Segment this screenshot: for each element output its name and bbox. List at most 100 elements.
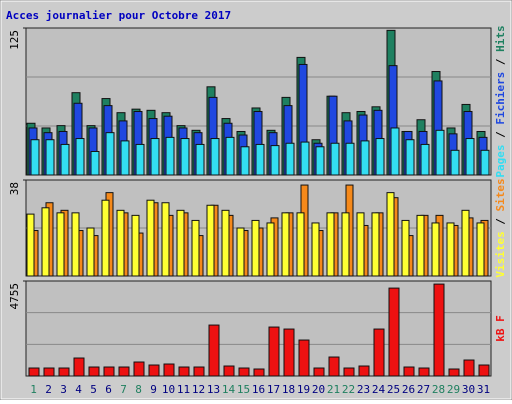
bar (343, 367, 355, 377)
bar (358, 365, 370, 377)
bar (251, 219, 260, 277)
bar (73, 357, 85, 377)
bar (268, 326, 280, 377)
bar (240, 146, 250, 176)
bar (328, 356, 340, 377)
x-tick-label: 12 (192, 383, 205, 396)
bar (450, 149, 460, 176)
bar (373, 328, 385, 377)
chart-title: Acces journalier pour Octobre 2017 (6, 9, 231, 22)
bar (285, 142, 295, 176)
bar (161, 202, 170, 277)
x-tick-label: 26 (402, 383, 415, 396)
bar (120, 140, 130, 176)
bar (86, 227, 95, 277)
bar (208, 324, 220, 377)
x-tick-label: 20 (312, 383, 325, 396)
bar (223, 365, 235, 377)
bar (386, 192, 395, 277)
x-tick-label: 3 (60, 383, 67, 396)
legend-entry: kB F (494, 315, 507, 342)
legend: Visites / Sites (494, 178, 507, 277)
legend-separator: / (494, 211, 507, 231)
bar (461, 209, 470, 277)
bar (388, 287, 400, 377)
bar (433, 283, 445, 377)
bar (341, 212, 350, 277)
x-tick-label: 10 (162, 383, 175, 396)
bar (88, 366, 100, 377)
bar (193, 366, 205, 377)
bar (476, 222, 485, 277)
bar (311, 222, 320, 277)
plot-area (25, 280, 492, 377)
bar (416, 214, 425, 277)
bar (148, 364, 160, 377)
x-tick-label: 21 (327, 383, 340, 396)
x-tick-label: 11 (177, 383, 190, 396)
x-tick-label: 18 (282, 383, 295, 396)
x-tick-label: 30 (462, 383, 475, 396)
x-tick-label: 6 (105, 383, 112, 396)
legend-separator: / (494, 125, 507, 145)
bar (165, 136, 175, 176)
legend-separator: / (494, 52, 507, 72)
bar (313, 367, 325, 377)
bar (101, 199, 110, 277)
bar (41, 207, 50, 277)
x-tick-label: 13 (207, 383, 220, 396)
bar (60, 143, 70, 176)
bar (206, 204, 215, 277)
bar (105, 132, 115, 176)
bar (58, 367, 70, 377)
bar (195, 143, 205, 176)
bar (435, 129, 445, 176)
bar (178, 366, 190, 377)
bar (176, 209, 185, 277)
x-tick-label: 1 (30, 383, 37, 396)
bar (56, 212, 65, 277)
bar (420, 143, 430, 176)
bar (283, 328, 295, 377)
x-tick-label: 27 (417, 383, 430, 396)
bar (360, 140, 370, 176)
bar (418, 367, 430, 377)
y-tick-label: 38 (8, 182, 21, 195)
y-tick-label: 125 (8, 30, 21, 50)
legend: Pages / Fichiers / Hits (494, 25, 507, 177)
bar (150, 138, 160, 176)
bar (448, 368, 460, 377)
bar (26, 213, 35, 277)
bar (103, 366, 115, 377)
legend: kB F (494, 315, 507, 342)
bar (281, 212, 290, 277)
x-tick-label: 4 (75, 383, 82, 396)
bar (180, 138, 190, 176)
bar (446, 222, 455, 277)
y-tick-label: 4755 (8, 283, 21, 310)
bar (45, 139, 55, 176)
bar (71, 212, 80, 277)
legend-entry: Pages (494, 145, 507, 178)
bar (225, 136, 235, 176)
bar (266, 222, 275, 277)
bar (30, 139, 40, 176)
x-tick-label: 17 (267, 383, 280, 396)
bar (255, 143, 265, 176)
x-tick-label: 2 (45, 383, 52, 396)
x-tick-label: 25 (387, 383, 400, 396)
bar (253, 368, 265, 377)
bar (221, 209, 230, 277)
x-tick-label: 29 (447, 383, 460, 396)
x-tick-label: 19 (297, 383, 310, 396)
bar (191, 219, 200, 277)
bar (146, 199, 155, 277)
bar (210, 138, 220, 176)
bar (75, 138, 85, 176)
legend-entry: Sites (494, 178, 507, 211)
x-tick-label: 15 (237, 383, 250, 396)
bar (238, 367, 250, 377)
x-tick-label: 7 (120, 383, 127, 396)
